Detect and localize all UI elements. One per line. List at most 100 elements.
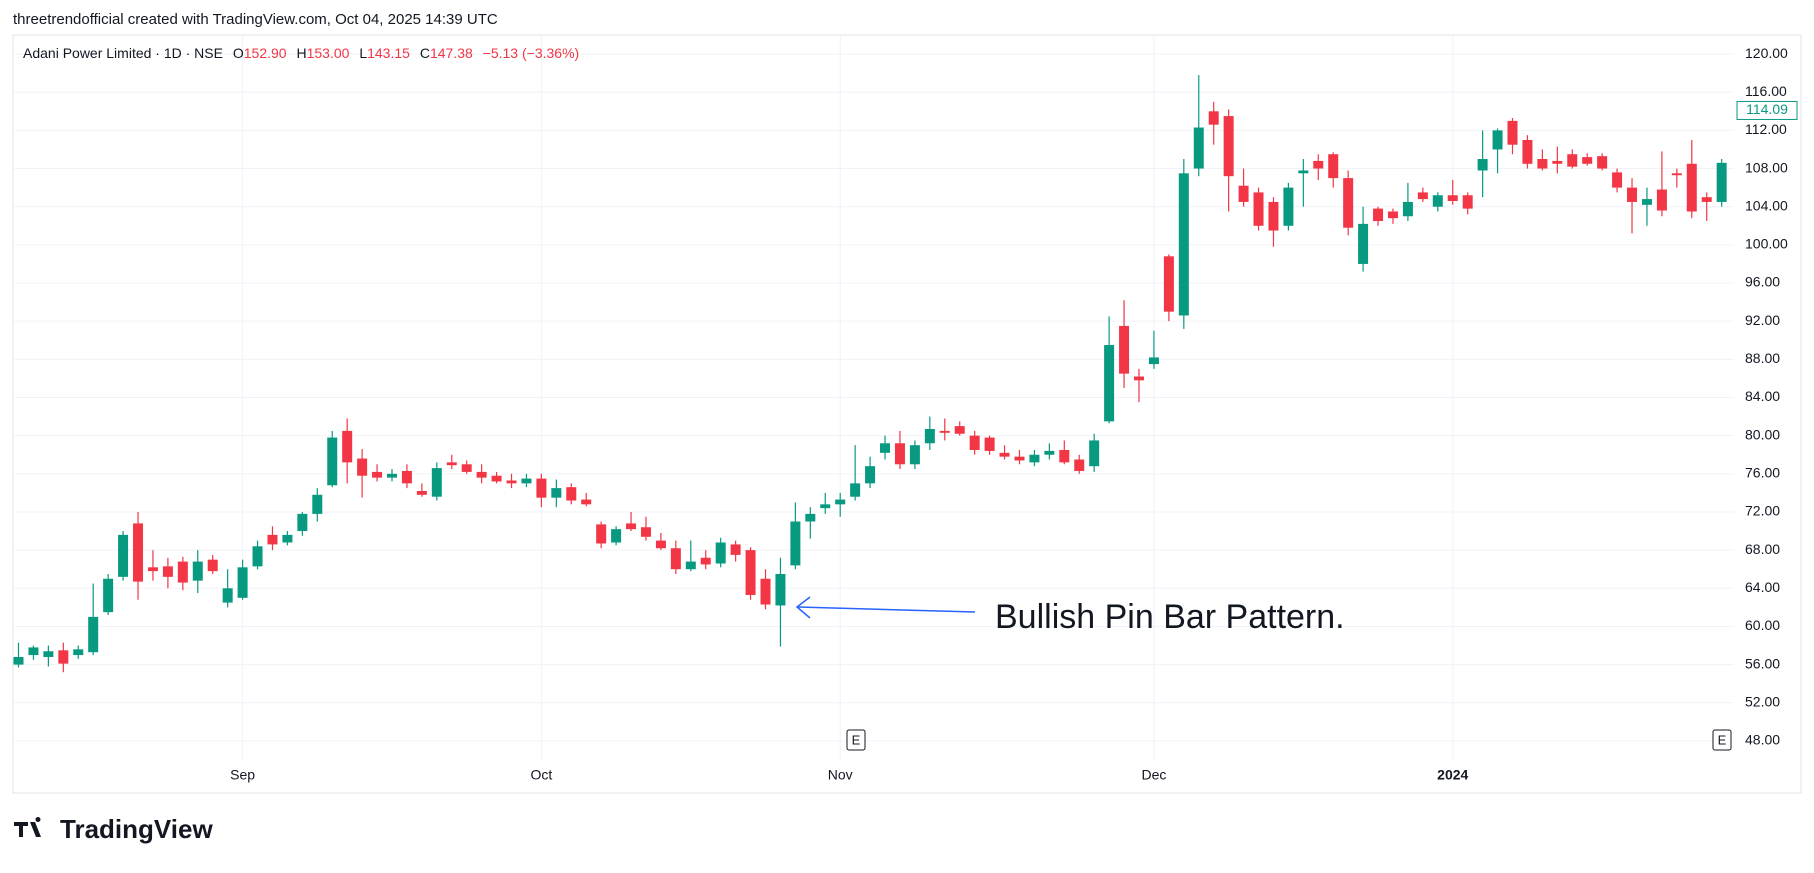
y-tick-label: 100.00 — [1745, 236, 1788, 252]
logo: TradingView — [14, 814, 213, 844]
logo-icon — [14, 817, 41, 837]
candle-body — [611, 529, 622, 543]
candle-body — [297, 513, 308, 532]
candle-body — [372, 471, 383, 478]
candle-body — [1612, 172, 1623, 188]
candle-body — [1522, 139, 1533, 164]
candle-body — [775, 573, 786, 606]
candle-body — [1656, 189, 1667, 211]
candle-body — [491, 475, 502, 482]
ohlc-value: 147.38 — [430, 45, 473, 61]
candle-body — [1178, 173, 1189, 316]
candle-body — [820, 504, 831, 509]
y-tick-label: 92.00 — [1745, 312, 1780, 328]
candle-body — [342, 430, 353, 463]
candle-body — [207, 559, 218, 572]
candle-body — [954, 426, 965, 434]
x-tick-label: Oct — [531, 767, 553, 783]
candle-body — [1402, 201, 1413, 217]
x-tick-label: Nov — [828, 767, 853, 783]
candle-body — [28, 647, 39, 656]
candle-body — [655, 540, 666, 549]
y-tick-label: 64.00 — [1745, 579, 1780, 595]
candle-body — [327, 437, 338, 486]
candle-body — [1537, 159, 1548, 169]
candle-body — [1014, 456, 1025, 461]
candle-body — [1507, 120, 1518, 145]
candle-body — [1163, 256, 1174, 312]
candle-body — [147, 567, 158, 572]
candle-body — [1343, 178, 1354, 228]
earnings-label: E — [1718, 732, 1727, 747]
y-tick-label: 108.00 — [1745, 159, 1788, 175]
ohlc-key: H — [296, 45, 306, 61]
candle-body — [805, 513, 816, 522]
candle-body — [1208, 111, 1219, 125]
candle-body — [924, 428, 935, 444]
candle-body — [536, 478, 547, 498]
candle-body — [267, 534, 278, 545]
ohlc-key: C — [420, 45, 430, 61]
candle-body — [1074, 459, 1085, 471]
candle-body — [461, 464, 472, 472]
candle-body — [715, 542, 726, 564]
candle-body — [894, 443, 905, 465]
candle-body — [626, 523, 637, 530]
candle-body — [282, 534, 293, 543]
y-tick-label: 56.00 — [1745, 655, 1780, 671]
chart-frame — [12, 34, 1802, 794]
candle-body — [1567, 154, 1578, 167]
candle-body — [312, 494, 323, 514]
candle-body — [1358, 223, 1369, 264]
candle-body — [1328, 154, 1339, 179]
earnings-marker — [1712, 729, 1732, 751]
candle-body — [252, 546, 263, 567]
y-tick-label: 60.00 — [1745, 617, 1780, 633]
candle-body — [1417, 192, 1428, 200]
candle-body — [1701, 197, 1712, 202]
candle-body — [1597, 156, 1608, 169]
y-tick-label: 88.00 — [1745, 350, 1780, 366]
y-tick-label: 72.00 — [1745, 503, 1780, 519]
grid — [13, 35, 1734, 760]
candle-body — [1373, 208, 1384, 222]
x-tick-label: 2024 — [1437, 767, 1468, 783]
candle-body — [1477, 159, 1488, 171]
last-price-label: 114.09 — [1746, 101, 1788, 117]
annotation-text: Bullish Pin Bar Pattern. — [995, 598, 1345, 636]
attribution: threetrendofficial created with TradingV… — [13, 11, 498, 28]
candle-body — [1119, 325, 1130, 374]
candle-body — [1686, 163, 1697, 212]
candle-body — [88, 616, 99, 653]
annotation-arrowhead — [795, 596, 811, 619]
candle-body — [581, 499, 592, 505]
logo-text: TradingView — [60, 814, 213, 844]
candle-body — [1193, 127, 1204, 169]
ohlc-key: O — [233, 45, 244, 61]
y-tick-label: 52.00 — [1745, 693, 1780, 709]
candle-body — [387, 473, 397, 478]
y-tick-label: 112.00 — [1745, 121, 1787, 137]
y-tick-label: 80.00 — [1745, 426, 1780, 442]
candle-body — [1268, 201, 1279, 231]
candle-body — [1313, 160, 1324, 169]
candle-body — [476, 471, 487, 478]
last-price-box — [1736, 100, 1798, 120]
candle-body — [162, 566, 173, 577]
candle-body — [1627, 187, 1638, 202]
candle-body — [1089, 440, 1100, 467]
candle-body — [1492, 130, 1503, 150]
candle-body — [909, 445, 920, 465]
candle-body — [1059, 449, 1070, 463]
candle-body — [192, 561, 203, 581]
annotation-arrow — [797, 606, 976, 613]
candle-body — [521, 478, 532, 484]
y-tick-label: 96.00 — [1745, 274, 1780, 290]
candle-body — [1253, 192, 1264, 226]
candle-body — [551, 488, 562, 498]
candle-body — [58, 650, 69, 664]
candle-body — [1148, 357, 1159, 365]
candle-body — [1283, 187, 1294, 226]
